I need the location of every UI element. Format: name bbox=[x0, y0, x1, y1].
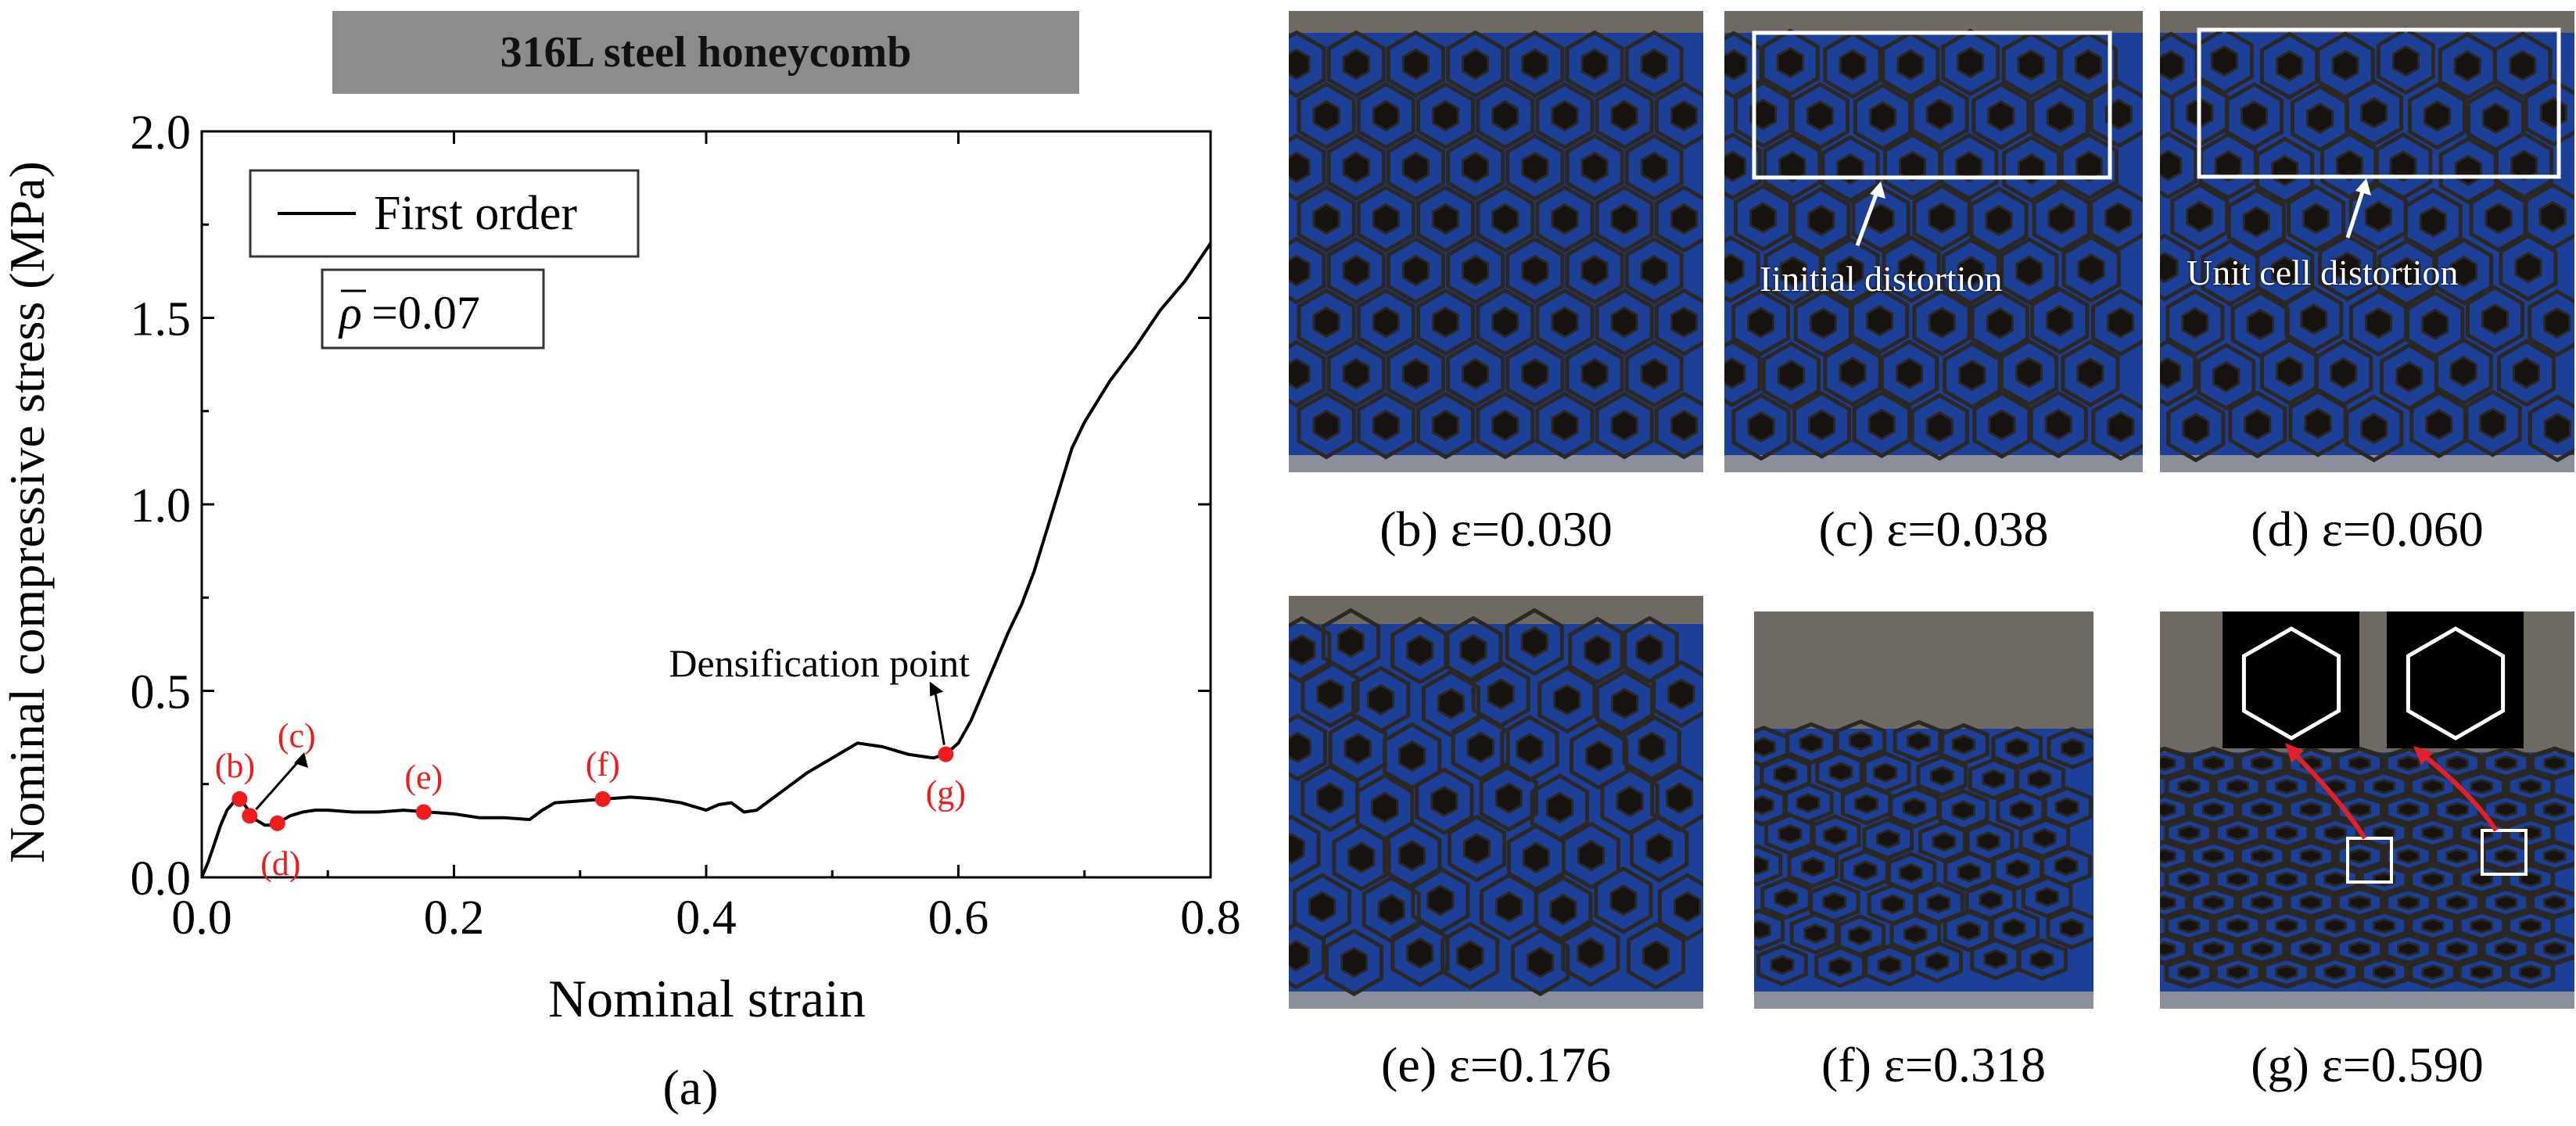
densification-arrow-head bbox=[929, 681, 944, 697]
photo-panel-g bbox=[2160, 611, 2574, 1009]
x-tick-label: 0.2 bbox=[424, 891, 485, 945]
honeycomb-lattice bbox=[1754, 719, 2093, 988]
density-box: ρ =0.07 bbox=[321, 268, 545, 350]
x-axis-label: Nominal strain bbox=[548, 969, 866, 1028]
photo-note-c: Iinitial distortion bbox=[1760, 259, 2003, 299]
note-arrow-head-c bbox=[1870, 181, 1885, 199]
chart-markers-layer: (b) (c) (d) (e) (f) (g) bbox=[215, 681, 966, 883]
inset-right-cell bbox=[2406, 626, 2506, 741]
data-marker bbox=[242, 808, 258, 824]
lower-platen bbox=[1724, 455, 2143, 472]
chart-banner: 316L steel honeycomb bbox=[332, 11, 1079, 94]
zoom-arrow-head-right bbox=[2413, 746, 2434, 765]
series-line-first-order bbox=[200, 242, 1212, 878]
x-tick-label: 0.6 bbox=[928, 891, 989, 945]
legend-label: First order bbox=[374, 187, 577, 240]
zoom-box-right bbox=[2481, 829, 2528, 876]
y-tick-label: 2.0 bbox=[131, 106, 192, 160]
data-marker bbox=[938, 746, 954, 762]
photo-caption-d: (d) ε=0.060 bbox=[2251, 501, 2484, 557]
honeycomb-lattice bbox=[2160, 27, 2574, 463]
data-marker bbox=[269, 815, 285, 831]
lower-platen bbox=[1289, 455, 1703, 472]
honeycomb-photo-illustration bbox=[1289, 596, 1703, 1009]
honeycomb-photo-illustration bbox=[1754, 611, 2093, 1009]
data-marker-label: (d) bbox=[260, 844, 300, 883]
densification-annotation: Densification point bbox=[669, 641, 970, 685]
x-tick-label: 0.4 bbox=[676, 891, 737, 945]
upper-platen bbox=[1289, 11, 1703, 33]
y-tick-label: 0.5 bbox=[131, 666, 192, 719]
zoom-arrow-head-left bbox=[2285, 743, 2304, 763]
densification-arrow-line bbox=[933, 687, 945, 745]
y-axis-label: Nominal compressive stress (MPa) bbox=[0, 161, 55, 863]
photo-panel-e bbox=[1289, 596, 1703, 1009]
marker-c-arrow-line bbox=[255, 758, 303, 811]
lower-platen bbox=[1754, 992, 2093, 1009]
density-frame bbox=[321, 268, 545, 350]
photo-panel-f bbox=[1754, 611, 2093, 1009]
density-symbol: ρ bbox=[338, 287, 362, 339]
data-marker bbox=[231, 791, 248, 807]
highlight-box-d bbox=[2197, 27, 2561, 179]
photo-caption-b: (b) ε=0.030 bbox=[1379, 501, 1613, 557]
honeycomb-lattice bbox=[1724, 28, 2143, 461]
x-tick-label: 0.8 bbox=[1180, 891, 1241, 945]
chart-legend: First order bbox=[249, 169, 640, 258]
honeycomb-lattice bbox=[2160, 746, 2574, 989]
y-tick-label: 1.0 bbox=[131, 479, 192, 533]
honeycomb-photo-illustration bbox=[1724, 11, 2143, 472]
panel-a-caption: (a) bbox=[662, 1060, 718, 1115]
note-arrow-head-d bbox=[2355, 178, 2371, 195]
y-tick-label: 0.0 bbox=[131, 852, 192, 905]
marker-c-arrow-head bbox=[294, 752, 308, 768]
upper-platen bbox=[1724, 11, 2143, 33]
chart-banner-text: 316L steel honeycomb bbox=[500, 28, 912, 77]
upper-platen bbox=[1289, 596, 1703, 624]
density-value: =0.07 bbox=[371, 287, 480, 339]
photo-panel-b bbox=[1289, 11, 1703, 472]
data-marker-label: (e) bbox=[404, 758, 443, 797]
note-arrow-d bbox=[2345, 188, 2366, 238]
stress-strain-chart: 0.0 0.2 0.4 0.6 0.8 0.0 0.5 1.0 1.5 2.0 (b) (c) (d)… bbox=[0, 106, 1241, 1115]
data-marker-label: (c) bbox=[278, 716, 316, 755]
photo-panel-c bbox=[1724, 11, 2143, 472]
honeycomb-lattice bbox=[1289, 608, 1703, 997]
honeycomb-photo-illustration bbox=[2160, 611, 2574, 1009]
highlight-box-c bbox=[1752, 30, 2112, 180]
photo-caption-c: (c) ε=0.038 bbox=[1818, 501, 2049, 557]
data-marker-label: (b) bbox=[215, 747, 255, 785]
data-marker bbox=[415, 804, 432, 820]
chart-series-layer bbox=[200, 242, 1212, 878]
photo-caption-f: (f) ε=0.318 bbox=[1821, 1037, 2046, 1092]
note-arrow-c bbox=[1855, 192, 1879, 246]
lower-platen bbox=[1289, 992, 1703, 1009]
lower-platen bbox=[2160, 992, 2574, 1009]
lower-platen bbox=[2160, 455, 2574, 472]
honeycomb-photo-illustration bbox=[1289, 11, 1703, 472]
zoom-box-left bbox=[2346, 837, 2393, 884]
zoom-arrow-left bbox=[2291, 750, 2367, 840]
honeycomb-lattice bbox=[1289, 30, 1703, 460]
photo-note-d: Unit cell distortion bbox=[2187, 253, 2459, 292]
chart-axes: 0.0 0.2 0.4 0.6 0.8 0.0 0.5 1.0 1.5 2.0 bbox=[131, 106, 1241, 945]
data-marker-label: (g) bbox=[926, 774, 966, 812]
data-marker bbox=[594, 791, 611, 807]
data-marker-label: (f) bbox=[586, 745, 620, 784]
inset-left-cell bbox=[2241, 626, 2341, 741]
photo-caption-g: (g) ε=0.590 bbox=[2251, 1037, 2484, 1092]
photo-caption-e: (e) ε=0.176 bbox=[1381, 1037, 1611, 1092]
y-tick-label: 1.5 bbox=[131, 293, 192, 346]
upper-platen bbox=[1754, 611, 2093, 729]
zoom-arrow-right bbox=[2420, 751, 2499, 832]
x-tick-label: 0.0 bbox=[171, 891, 232, 945]
photo-panel-d bbox=[2160, 11, 2574, 472]
honeycomb-photo-illustration bbox=[2160, 11, 2574, 472]
